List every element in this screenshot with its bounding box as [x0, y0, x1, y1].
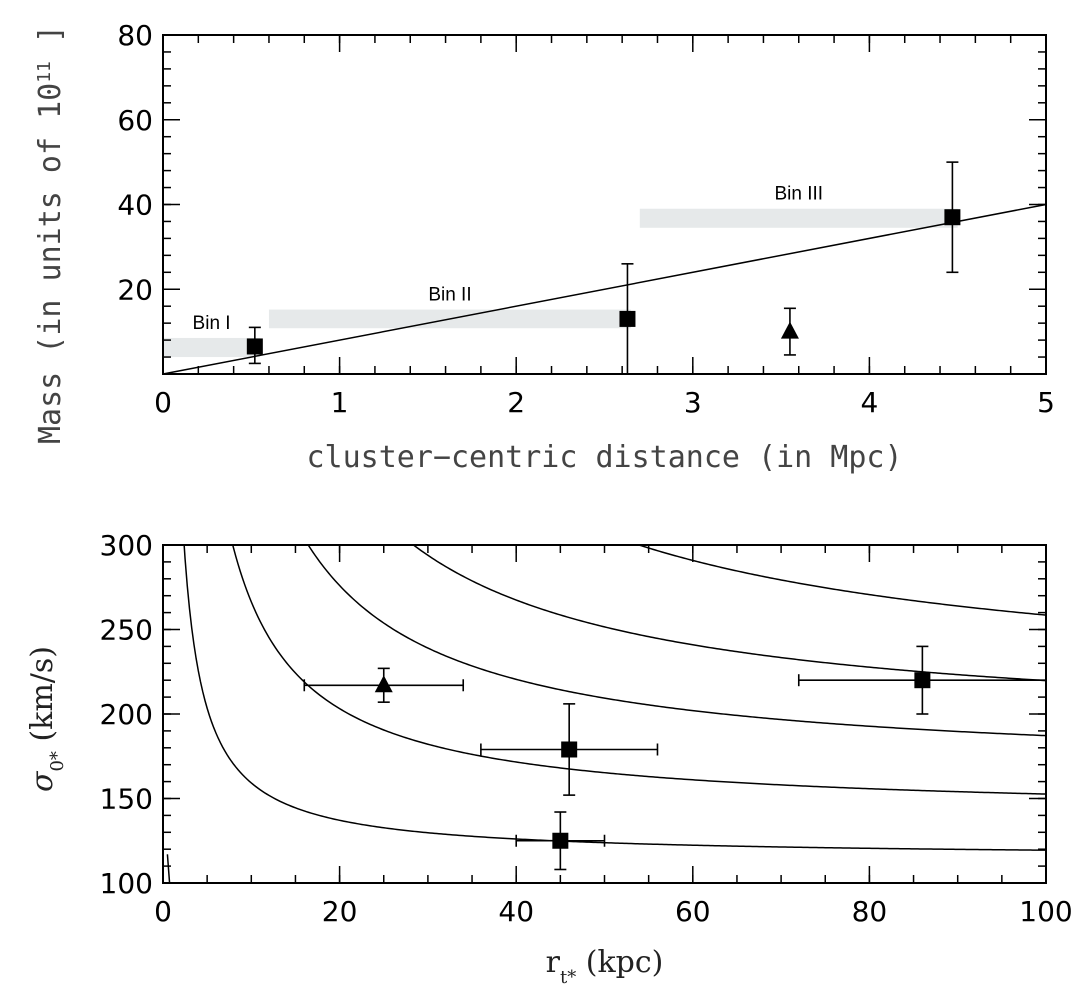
x-tick-label: 3	[684, 386, 702, 419]
x-axis-label: rt* (kpc)	[546, 945, 664, 988]
y-axis-label: σ0* (km/s)	[25, 646, 68, 792]
y-axis-label-main: Mass (in units of 10	[33, 83, 68, 444]
y-axis-label: Mass (in units of 1011 ]	[33, 25, 68, 444]
x-tick-label: 100	[1019, 895, 1072, 928]
model-curve	[167, 854, 1046, 941]
data-points	[304, 646, 1046, 869]
model-curve	[167, 342, 1046, 850]
model-curves	[167, 342, 1046, 942]
y-axis-label-sub: 0*	[47, 751, 68, 771]
x-tick-label: 0	[154, 895, 172, 928]
x-tick-label: 1	[331, 386, 349, 419]
square-marker	[247, 338, 263, 354]
model-curve	[167, 342, 1046, 794]
x-tick-label: 60	[675, 895, 711, 928]
y-axis-label-main: σ	[25, 770, 60, 792]
square-marker	[552, 833, 568, 849]
bin-label: Bin III	[774, 184, 823, 205]
x-tick-label: 80	[852, 895, 888, 928]
y-tick-label: 250	[100, 614, 153, 647]
axis-ticks	[163, 545, 1046, 883]
triangle-marker	[375, 675, 393, 692]
y-axis-label-tail: (km/s)	[25, 646, 60, 751]
bin-label: Bin I	[193, 313, 231, 334]
x-axis-label-main: r	[546, 945, 561, 980]
triangle-marker	[781, 322, 799, 339]
y-axis-label-tail: ]	[33, 25, 68, 61]
x-tick-label: 0	[154, 386, 172, 419]
data-points	[247, 162, 961, 374]
bin-label: Bin II	[428, 285, 471, 306]
fit-line	[163, 205, 1046, 375]
y-tick-label: 150	[100, 783, 153, 816]
x-tick-label: 4	[860, 386, 878, 419]
square-marker	[944, 209, 960, 225]
mass-distance-chart: Bin I Bin II Bin III 0 1 2 3 4 5 20 40 60 80 cluste…	[33, 19, 1055, 475]
x-axis-label-sub: t*	[560, 967, 576, 988]
square-marker	[914, 672, 930, 688]
y-tick-label: 20	[117, 273, 153, 306]
x-axis-label: cluster−centric distance (in Mpc)	[306, 440, 902, 475]
y-tick-label: 40	[117, 189, 153, 222]
x-tick-label: 20	[322, 895, 358, 928]
fit-line-group	[163, 205, 1046, 375]
y-tick-label: 200	[100, 698, 153, 731]
plot-frame	[163, 545, 1046, 883]
model-curve	[167, 342, 1046, 680]
bin-band	[163, 338, 260, 357]
y-tick-label: 60	[117, 104, 153, 137]
square-marker	[619, 311, 635, 327]
y-axis-label-sup: 11	[34, 61, 55, 83]
y-tick-label: 100	[100, 867, 153, 900]
x-axis-label-tail: (kpc)	[576, 945, 663, 980]
x-tick-label: 5	[1037, 386, 1055, 419]
x-tick-label: 40	[498, 895, 534, 928]
x-tick-label: 2	[507, 386, 525, 419]
y-tick-label: 300	[100, 529, 153, 562]
square-marker	[561, 741, 577, 757]
bin-bands: Bin I Bin II Bin III	[163, 184, 958, 357]
model-curve	[167, 342, 1046, 615]
y-tick-label: 80	[117, 19, 153, 52]
bin-band	[640, 209, 958, 228]
